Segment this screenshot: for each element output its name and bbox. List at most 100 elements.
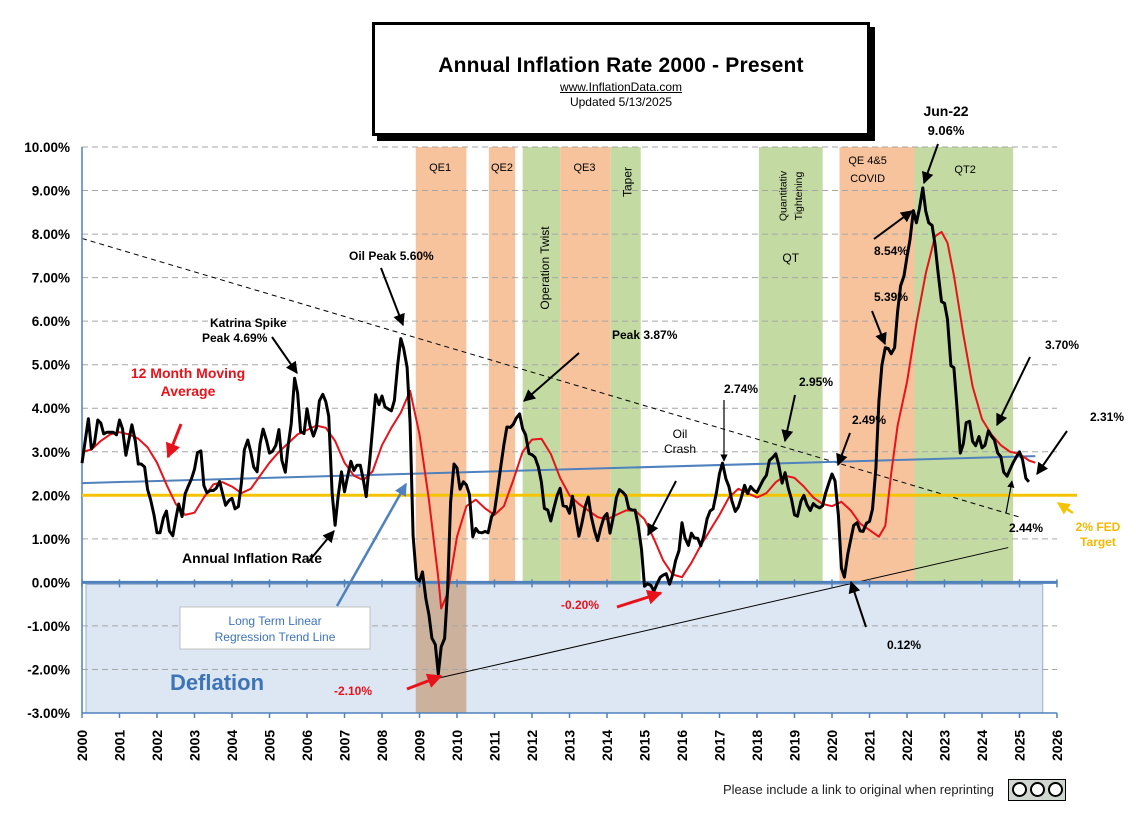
x-tick-label: 2000 [74, 730, 90, 761]
x-tick-label: 2006 [299, 730, 315, 761]
annotation-5-39: 5.39% [874, 290, 908, 304]
band-label-tightening: Tightening [793, 172, 805, 221]
x-tick-label: 2002 [149, 730, 165, 761]
x-tick-label: 2007 [337, 730, 353, 761]
x-tick-label: 2001 [112, 730, 128, 761]
arrow [308, 530, 335, 562]
arrow [922, 143, 939, 185]
band-label-covid: COVID [850, 173, 885, 185]
label-trend-1: Long Term Linear [228, 614, 321, 628]
annotation-3-70: 3.70% [1045, 338, 1079, 352]
arrow [647, 480, 677, 537]
arrow [848, 580, 867, 628]
x-tick-label: 2018 [749, 730, 765, 761]
y-tick-label: 4.00% [32, 401, 70, 416]
x-tick-label: 2026 [1049, 730, 1065, 761]
band-label: QE3 [573, 162, 595, 174]
x-tick-label: 2012 [524, 730, 540, 761]
label-annual-inflation-rate: Annual Inflation Rate [182, 550, 322, 566]
x-tick-label: 2020 [824, 730, 840, 761]
annotation-2-49: 2.49% [852, 413, 886, 427]
x-tick-label: 2009 [412, 730, 428, 761]
label-fed-target-1: 2% FED [1076, 520, 1121, 534]
arrow [406, 673, 443, 691]
annotation-katrina: Katrina Spike [210, 316, 287, 330]
y-tick-label: 8.00% [32, 227, 70, 242]
y-tick-label: 10.00% [24, 140, 70, 155]
arrow [871, 310, 887, 346]
y-tick-label: 0.00% [32, 575, 70, 590]
arrow [380, 267, 405, 327]
label-fed-target-2: Target [1080, 535, 1116, 549]
band-label-qt: QT [782, 251, 799, 265]
x-tick-label: 2024 [974, 730, 990, 761]
annotation-oil: Oil [673, 427, 688, 441]
x-tick-label: 2021 [862, 730, 878, 761]
arrow [271, 336, 298, 374]
x-tick-label: 2004 [224, 730, 240, 761]
annotation-2-44: 2.44% [1009, 521, 1043, 535]
title-box: Annual Inflation Rate 2000 - Present www… [372, 22, 870, 136]
x-tick-label: 2023 [937, 730, 953, 761]
arrow [1005, 480, 1015, 514]
x-tick-label: 2015 [637, 730, 653, 761]
band-label-qe45: QE 4&5 [848, 155, 887, 167]
arrow [836, 432, 851, 467]
arrow [616, 589, 663, 609]
x-tick-label: 2016 [674, 730, 690, 761]
label-trend-2: Regression Trend Line [215, 630, 336, 644]
arrow [165, 423, 183, 459]
arrow [873, 210, 913, 240]
inflation-rate-line [80, 186, 1031, 676]
updated-date: Updated 5/13/2025 [569, 95, 673, 109]
annotation-8-54: 8.54% [874, 244, 908, 258]
arrow [335, 482, 408, 607]
y-tick-label: 7.00% [32, 271, 70, 286]
x-tick-label: 2005 [262, 730, 278, 761]
creative-commons-icon[interactable] [1008, 779, 1066, 801]
trend-label-box [179, 606, 371, 650]
source-url-link[interactable]: www.InflationData.com [559, 80, 683, 94]
x-tick-label: 2008 [374, 730, 390, 761]
y-tick-label: -2.00% [27, 662, 70, 677]
annotation-crash: Crash [664, 442, 696, 456]
arrow [1036, 430, 1068, 475]
annotation-neg-2-10: -2.10% [334, 684, 372, 698]
band-label-quantitative: Quantitativ [777, 170, 789, 221]
arrow [523, 352, 580, 402]
annotation-jun22: Jun-22 [923, 103, 968, 119]
band-label: QT2 [954, 164, 975, 176]
x-tick-label: 2019 [787, 730, 803, 761]
x-tick-label: 2003 [187, 730, 203, 761]
x-tick-label: 2010 [449, 730, 465, 761]
band-label-operation-twist: Operation Twist [538, 226, 552, 310]
reprint-note: Please include a link to original when r… [723, 782, 994, 797]
band-label-taper: Taper [620, 167, 634, 197]
annotation-2-74: 2.74% [724, 382, 758, 396]
x-tick-label: 2013 [562, 730, 578, 761]
y-tick-label: 5.00% [32, 358, 70, 373]
band-label: QE2 [491, 162, 513, 174]
x-tick-label: 2011 [487, 730, 503, 761]
label-moving-average-1: 12 Month Moving [131, 365, 245, 381]
annotation-2-95: 2.95% [799, 375, 833, 389]
y-tick-label: -3.00% [27, 706, 70, 721]
label-moving-average-2: Average [161, 383, 216, 399]
x-tick-label: 2022 [899, 730, 915, 761]
chart-title: Annual Inflation Rate 2000 - Present [438, 54, 804, 77]
arrow [781, 394, 796, 443]
moving-average-line [81, 230, 1036, 610]
x-tick-label: 2017 [712, 730, 728, 761]
annotation-oil-peak: Oil Peak 5.60% [349, 249, 434, 263]
annotation-2-31: 2.31% [1090, 410, 1124, 424]
y-tick-label: 2.00% [32, 488, 70, 503]
y-tick-label: 9.00% [32, 184, 70, 199]
annotation-0-12: 0.12% [887, 638, 921, 652]
annotation-neg-0-20: -0.20% [561, 598, 599, 612]
arrow [996, 356, 1031, 427]
y-tick-label: 3.00% [32, 445, 70, 460]
label-deflation: Deflation [170, 670, 264, 695]
annotation-katrina-peak: Peak 4.69% [202, 331, 268, 345]
x-tick-label: 2025 [1012, 730, 1028, 761]
